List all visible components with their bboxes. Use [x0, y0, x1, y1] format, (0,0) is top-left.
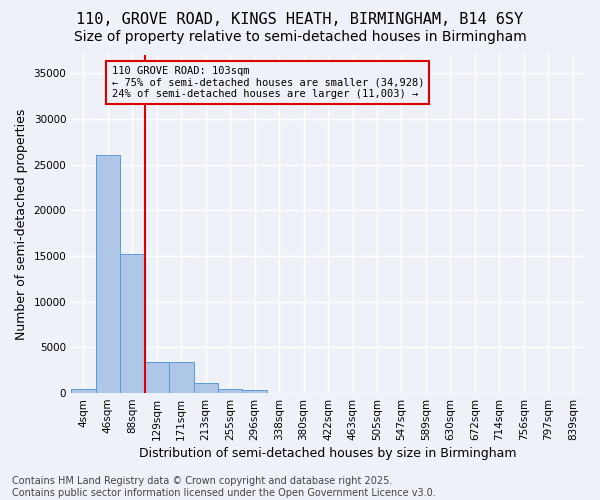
Bar [120, 254, 145, 393]
Y-axis label: Number of semi-detached properties: Number of semi-detached properties [15, 108, 28, 340]
Bar [242, 390, 267, 393]
Bar [218, 388, 242, 393]
Bar [194, 384, 218, 393]
Bar [169, 362, 194, 393]
Text: 110, GROVE ROAD, KINGS HEATH, BIRMINGHAM, B14 6SY: 110, GROVE ROAD, KINGS HEATH, BIRMINGHAM… [76, 12, 524, 28]
Text: Contains HM Land Registry data © Crown copyright and database right 2025.
Contai: Contains HM Land Registry data © Crown c… [12, 476, 436, 498]
Bar [95, 154, 120, 393]
Bar [145, 362, 169, 393]
Text: Size of property relative to semi-detached houses in Birmingham: Size of property relative to semi-detach… [74, 30, 526, 44]
X-axis label: Distribution of semi-detached houses by size in Birmingham: Distribution of semi-detached houses by … [139, 447, 517, 460]
Bar [71, 390, 95, 393]
Text: 110 GROVE ROAD: 103sqm
← 75% of semi-detached houses are smaller (34,928)
24% of: 110 GROVE ROAD: 103sqm ← 75% of semi-det… [112, 66, 424, 99]
